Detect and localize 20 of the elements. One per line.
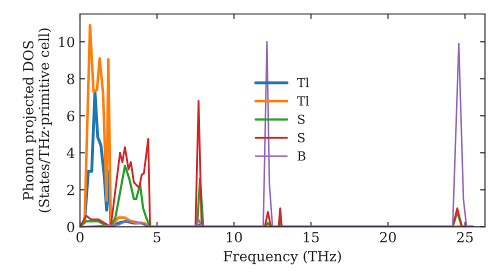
y-axis-title: Phonon projected DOS (States/THz·primitive cell)	[22, 28, 52, 212]
y-tick-label: 2	[67, 184, 74, 196]
y-tick-label: 10	[59, 36, 74, 48]
legend-label: Tl	[297, 78, 309, 88]
x-tick-label: 0	[76, 232, 84, 242]
legend-label: S	[298, 132, 305, 142]
x-tick-label: 10	[226, 232, 242, 242]
line-series	[80, 164, 474, 227]
y-tick-label: 6	[67, 110, 74, 122]
legend-label: Tl	[297, 96, 309, 106]
x-tick-label: 25	[457, 232, 473, 242]
x-axis-title: Frequency (THz)	[224, 250, 341, 264]
legend-label: S	[298, 114, 305, 124]
x-tick-label: 20	[380, 232, 396, 242]
x-tick-label: 5	[154, 232, 160, 242]
legend-label: B	[298, 151, 306, 161]
y-tick-label: 0	[67, 222, 74, 232]
y-tick-label: 4	[66, 148, 74, 158]
y-tick-label: 8	[67, 74, 74, 84]
x-tick-label: 15	[304, 232, 319, 242]
